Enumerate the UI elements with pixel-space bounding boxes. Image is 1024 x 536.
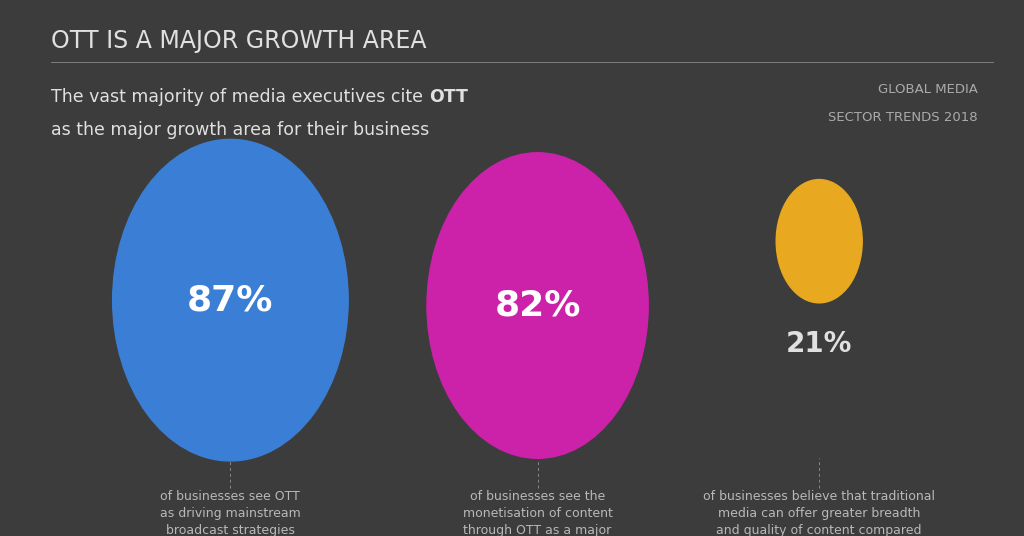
- Text: of businesses see the
monetisation of content
through OTT as a major
growth area: of businesses see the monetisation of co…: [463, 490, 612, 536]
- Text: GLOBAL MEDIA: GLOBAL MEDIA: [878, 83, 978, 96]
- Text: of businesses believe that traditional
media can offer greater breadth
and quali: of businesses believe that traditional m…: [703, 490, 935, 536]
- Text: The vast majority of media executives cite: The vast majority of media executives ci…: [51, 88, 429, 107]
- Text: OTT: OTT: [429, 88, 468, 107]
- Ellipse shape: [427, 153, 648, 458]
- Text: SECTOR TRENDS 2018: SECTOR TRENDS 2018: [828, 111, 978, 124]
- Text: as the major growth area for their business: as the major growth area for their busin…: [51, 121, 429, 139]
- Text: of businesses see OTT
as driving mainstream
broadcast strategies: of businesses see OTT as driving mainstr…: [160, 490, 301, 536]
- Text: OTT IS A MAJOR GROWTH AREA: OTT IS A MAJOR GROWTH AREA: [51, 29, 427, 54]
- Ellipse shape: [776, 180, 862, 303]
- Ellipse shape: [113, 139, 348, 461]
- Text: 82%: 82%: [495, 288, 581, 323]
- Text: 87%: 87%: [187, 283, 273, 317]
- Text: 21%: 21%: [786, 330, 852, 358]
